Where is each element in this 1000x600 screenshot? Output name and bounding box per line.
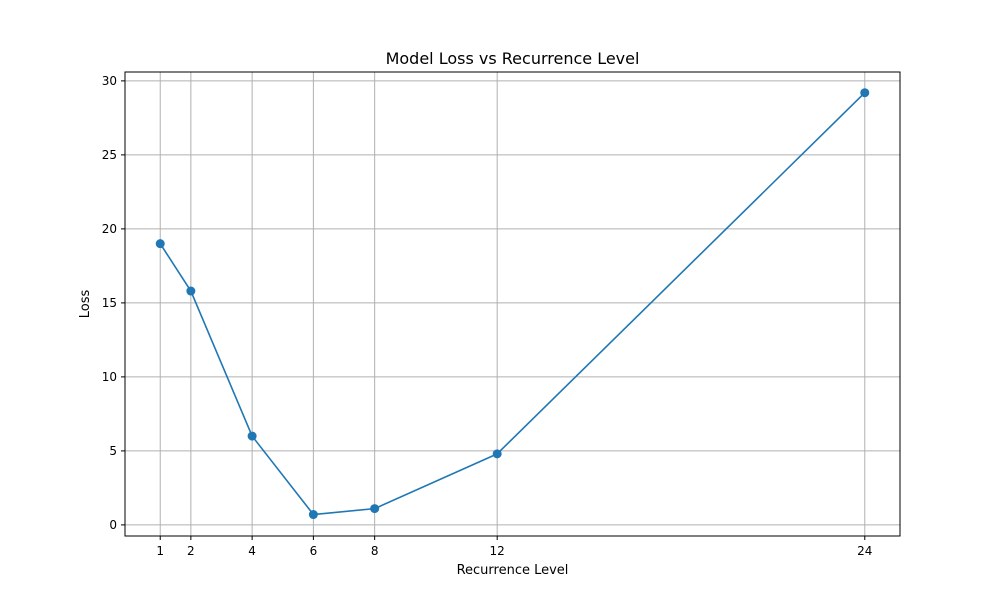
y-tick-label: 20 — [102, 222, 117, 236]
data-point — [370, 504, 380, 514]
y-axis-label: Loss — [78, 290, 93, 319]
axes-frame — [124, 71, 901, 537]
y-tick-label: 0 — [109, 518, 117, 532]
x-tick-label: 2 — [187, 544, 195, 558]
data-point — [155, 239, 165, 249]
data-point — [492, 449, 502, 459]
y-tick-label: 15 — [102, 296, 117, 310]
x-tick-label: 4 — [248, 544, 256, 558]
series-layer — [155, 88, 870, 520]
x-tick-label: 24 — [857, 544, 872, 558]
data-point — [186, 286, 196, 296]
y-tick-label: 25 — [102, 148, 117, 162]
y-tick-label: 10 — [102, 370, 117, 384]
data-point — [860, 88, 870, 98]
y-tick-label: 30 — [102, 74, 117, 88]
data-point — [308, 510, 318, 520]
chart-title: Model Loss vs Recurrence Level — [386, 49, 640, 68]
y-tick-label: 5 — [109, 444, 117, 458]
grid — [125, 72, 900, 536]
x-tick-label: 12 — [490, 544, 505, 558]
x-tick-label: 1 — [156, 544, 164, 558]
x-tick-label: 6 — [310, 544, 318, 558]
x-tick-label: 8 — [371, 544, 379, 558]
data-point — [247, 431, 257, 441]
x-axis-label: Recurrence Level — [457, 563, 569, 578]
